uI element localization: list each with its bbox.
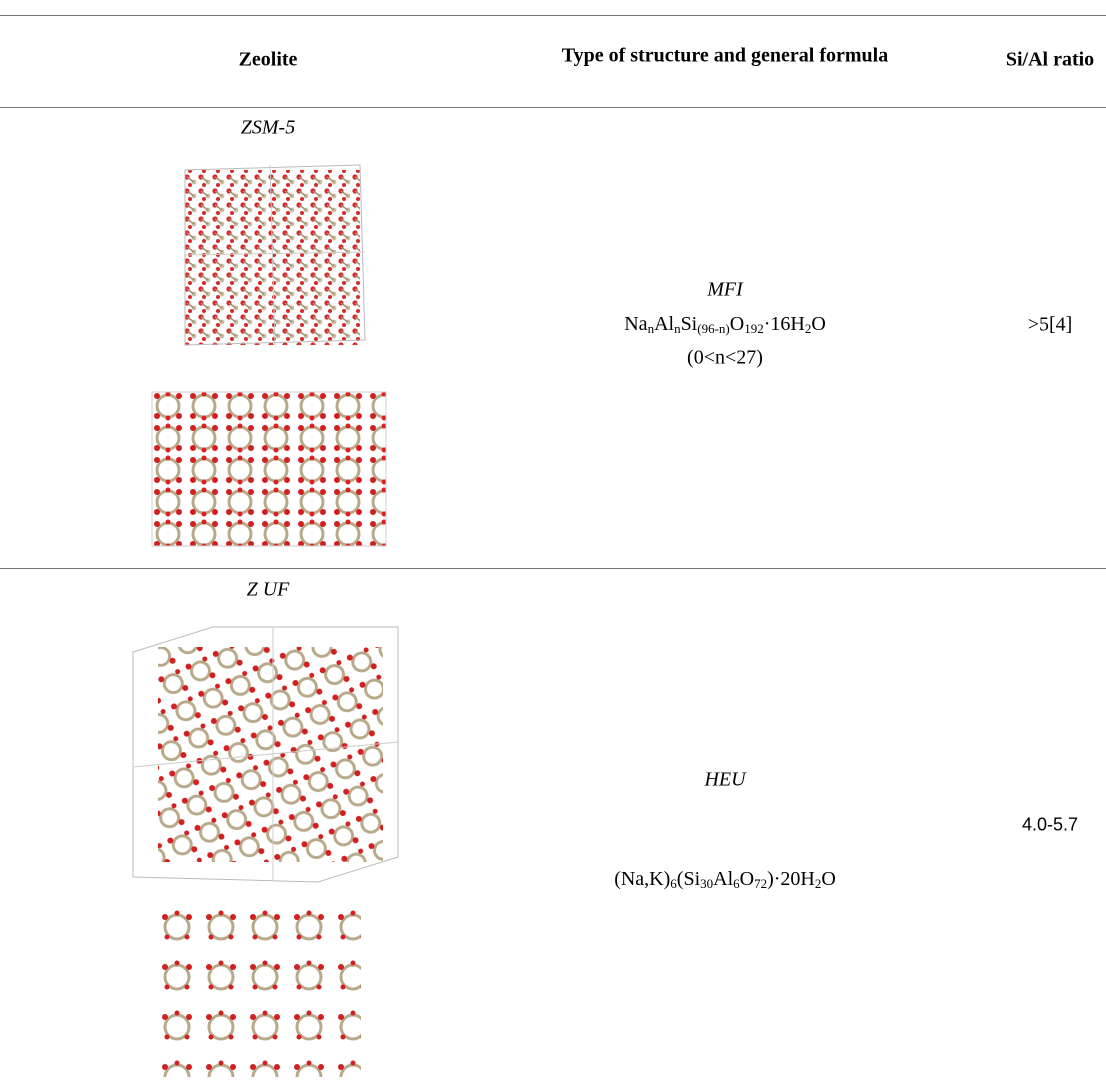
formula-part: O: [740, 868, 754, 890]
formula-subscript: 192: [744, 321, 764, 336]
zsm5-3d-structure: [170, 160, 370, 350]
formula-subscript: 72: [754, 876, 767, 891]
zeolite-name: ZSM-5: [241, 117, 295, 140]
formula: (Na,K)6(Si30Al6O72)·20H2O: [614, 868, 836, 892]
row-rule: [0, 568, 1106, 569]
si-al-ratio: >5[4]: [1028, 314, 1073, 337]
formula-part: )·20H: [767, 868, 815, 890]
formula-part: O: [821, 868, 835, 890]
formula-part: (Na,K): [614, 868, 670, 890]
zuf-3d-structure: [128, 622, 403, 884]
header-cell: Type of structure and general formula: [560, 34, 890, 79]
formula-part: Si: [681, 313, 698, 335]
structure-type: MFI: [707, 279, 743, 302]
si-al-ratio: 4.0-5.7: [1022, 815, 1078, 836]
header-cell: Si/Al ratio: [1006, 49, 1094, 72]
formula-part: Al: [654, 313, 674, 335]
zeolite-name: Z UF: [247, 579, 290, 602]
formula-part: (Si: [677, 868, 700, 890]
formula-part: ·16H: [764, 313, 805, 335]
header-cell: Zeolite: [239, 49, 298, 72]
header-rule: [0, 107, 1106, 108]
formula-subscript: (96-n): [697, 321, 730, 336]
condition: (0<n<27): [687, 347, 763, 370]
zsm5-2d-structure: [150, 390, 388, 548]
top-rule: [0, 15, 1106, 16]
formula-part: Na: [624, 313, 647, 335]
zuf-2d-structure: [155, 905, 363, 1080]
formula-part: O: [730, 313, 744, 335]
structure-type: HEU: [704, 769, 745, 792]
table-page: Zeolite Type of structure and general fo…: [0, 0, 1106, 1084]
formula-subscript: 30: [700, 876, 713, 891]
formula-part: Al: [713, 868, 733, 890]
formula: NanAlnSi(96-n)O192·16H2O: [624, 313, 826, 337]
formula-part: O: [811, 313, 825, 335]
